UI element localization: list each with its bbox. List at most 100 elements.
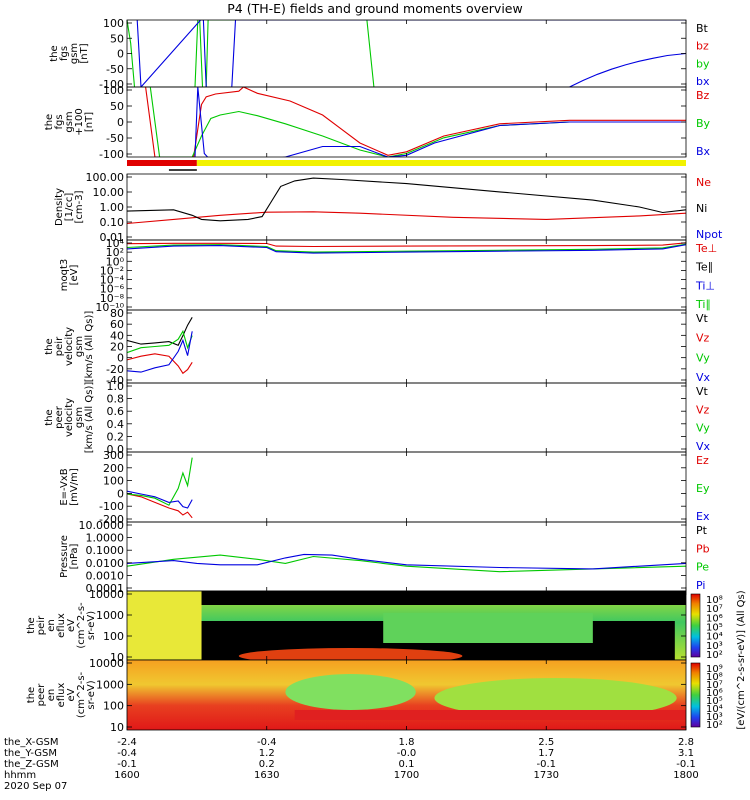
panel-frame (126, 521, 687, 592)
y-axis-label-peir-velocity: the peir velocity gsm [km/s (All Qs)] (44, 311, 95, 383)
y-label-line: gsm (69, 43, 80, 64)
colorbar-tick-label: 10⁶ (706, 613, 723, 624)
series-line-Ti∥ (127, 243, 686, 253)
legend-Bt: Bt (696, 22, 709, 35)
series-line-By (149, 87, 686, 157)
x-axis-value: 1.7 (538, 748, 554, 759)
legend-Vy: Vy (696, 422, 710, 435)
series-line-Ne (127, 211, 686, 225)
y-label-line: (cm^2-s- (76, 671, 87, 718)
y-tick-label: -200 (99, 513, 124, 526)
y-tick-label: 10⁴ (106, 237, 125, 250)
y-tick-label: 0.10 (100, 216, 125, 229)
x-axis-value: -0.1 (536, 759, 556, 770)
legend-Vx: Vx (696, 440, 711, 453)
legend-Ne: Ne (696, 176, 711, 189)
y-label-line: [km/s (All Qs)] (84, 311, 95, 383)
y-label-line: eV (66, 619, 77, 632)
y-label-line: the (44, 114, 55, 130)
series-line-Ey (127, 457, 193, 506)
y-tick-label: 10.0000 (79, 519, 125, 532)
x-axis-value: 1600 (114, 770, 139, 781)
y-tick-label: 10 (110, 721, 124, 734)
y-tick-label: 100.00 (86, 171, 125, 184)
y-tick-label: 100 (103, 475, 124, 488)
y-axis-label-moqt3: moqt3 [eV] (59, 259, 80, 292)
y-label-line: velocity (64, 327, 75, 366)
y-tick-label: 0 (117, 487, 124, 500)
y-label-line: the (26, 617, 37, 633)
colorbar-tick-label: 10⁸ (706, 595, 723, 606)
y-tick-label: 50 (110, 100, 124, 113)
colorbar-tick-label: 10⁶ (706, 688, 723, 699)
heatmap-green-band (434, 678, 677, 718)
legend-Vt: Vt (696, 312, 709, 325)
colorbar-tick-label: 10³ (706, 641, 723, 652)
y-tick-label: 10.00 (93, 186, 125, 199)
colorbar-tick-label: 10³ (706, 712, 723, 723)
legend-bx: bx (696, 75, 710, 88)
series-line-Vt (127, 317, 193, 347)
colorbar-tick-label: 10⁹ (706, 664, 723, 675)
y-label-line: eflux (56, 613, 67, 638)
legend-Ti⊥: Ti⊥ (695, 279, 715, 292)
legend-Vz: Vz (696, 332, 710, 345)
y-label-line: [nPa] (69, 543, 80, 569)
colorbar-gradient (690, 662, 701, 728)
y-label-line: sr-eV) (86, 680, 97, 709)
legend-Vy: Vy (696, 351, 710, 364)
legend-Ti∥: Ti∥ (695, 298, 711, 311)
y-tick-label: 20 (110, 341, 124, 354)
y-label-line: en (46, 689, 57, 702)
series-line-Pe (127, 554, 686, 573)
y-tick-label: 0.01 (100, 231, 125, 244)
legend-Bz: Bz (696, 89, 710, 102)
y-label-line: [km/s (All Qs)] (84, 382, 95, 454)
legend-Ez: Ez (696, 454, 709, 467)
y-label-line: +100 (74, 108, 85, 135)
y-label-line: en (46, 619, 57, 632)
colorbar-tick-label: 10⁵ (706, 623, 723, 634)
y-tick-label: 0.6 (107, 405, 125, 418)
x-axis-value: 1700 (394, 770, 419, 781)
legend-Pt: Pt (696, 524, 708, 537)
series-line-bx (136, 20, 686, 87)
y-tick-label: 0.4 (107, 418, 125, 431)
heatmap-top-band (201, 591, 686, 605)
series-line-Vx (127, 331, 193, 373)
y-tick-label: 100 (103, 630, 124, 643)
y-label-line: the (44, 409, 55, 425)
y-tick-label: 10000 (89, 657, 124, 670)
colorbar-tick-label: 10⁴ (706, 704, 723, 715)
x-axis-row-label: the_Y-GSM (4, 748, 57, 759)
colorbar-tick-label: 10⁷ (706, 604, 723, 615)
y-axis-label-fgs-gsm: the fgs gsm [nT] (49, 43, 90, 64)
heatmap-left-block (127, 591, 202, 660)
heatmap-peer-en-eflux (127, 660, 686, 730)
y-label-line: Pressure (59, 535, 70, 578)
x-axis-row-label: the_X-GSM (4, 737, 58, 748)
legend-Ey: Ey (696, 482, 710, 495)
y-tick-label: -100 (99, 500, 124, 513)
y-axis-label-efield: E=-VxB [mV/m] (59, 468, 80, 506)
y-tick-label: 0.2 (107, 430, 125, 443)
series-line-by (127, 20, 375, 87)
x-axis-value: 2.8 (678, 737, 694, 748)
series-line-Ex (127, 490, 193, 509)
series-line-bx-tail (569, 52, 686, 87)
series-line-Ez (127, 493, 193, 519)
y-tick-label: 300 (103, 449, 124, 462)
series-line-Vy (127, 329, 193, 354)
x-axis-value: 1630 (254, 770, 279, 781)
y-tick-label: 200 (103, 462, 124, 475)
colorbar-tick-label: 10⁷ (706, 680, 723, 691)
legend-Te∥: Te∥ (695, 261, 713, 274)
y-label-line: [nT] (79, 43, 90, 63)
x-axis-value: 1.8 (399, 737, 415, 748)
y-label-line: E=-VxB (59, 468, 70, 505)
y-tick-label: 1.0 (107, 380, 125, 393)
